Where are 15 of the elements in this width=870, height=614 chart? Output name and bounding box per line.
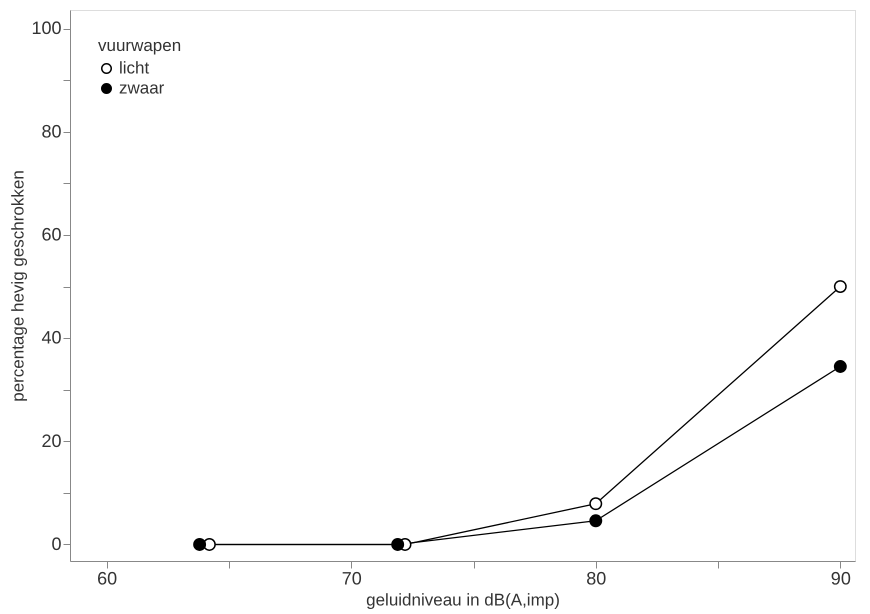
legend-label: licht (119, 58, 150, 78)
legend-label: zwaar (119, 78, 165, 98)
y-tick-label: 0 (51, 534, 62, 554)
legend-title: vuurwapen (98, 36, 182, 55)
y-axis-title: percentage hevig geschrokken (8, 170, 28, 402)
x-tick-label: 90 (830, 568, 851, 588)
x-tick-label: 70 (342, 568, 362, 588)
y-tick-label: 20 (41, 430, 62, 451)
x-axis-title: geluidniveau in dB(A,imp) (366, 590, 560, 610)
x-tick-label: 60 (97, 568, 118, 588)
y-tick-label: 100 (31, 18, 62, 38)
y-tick-label: 60 (41, 224, 62, 244)
x-tick-label: 80 (586, 568, 606, 588)
y-tick-label: 40 (41, 328, 62, 348)
y-tick-label: 80 (41, 121, 62, 142)
